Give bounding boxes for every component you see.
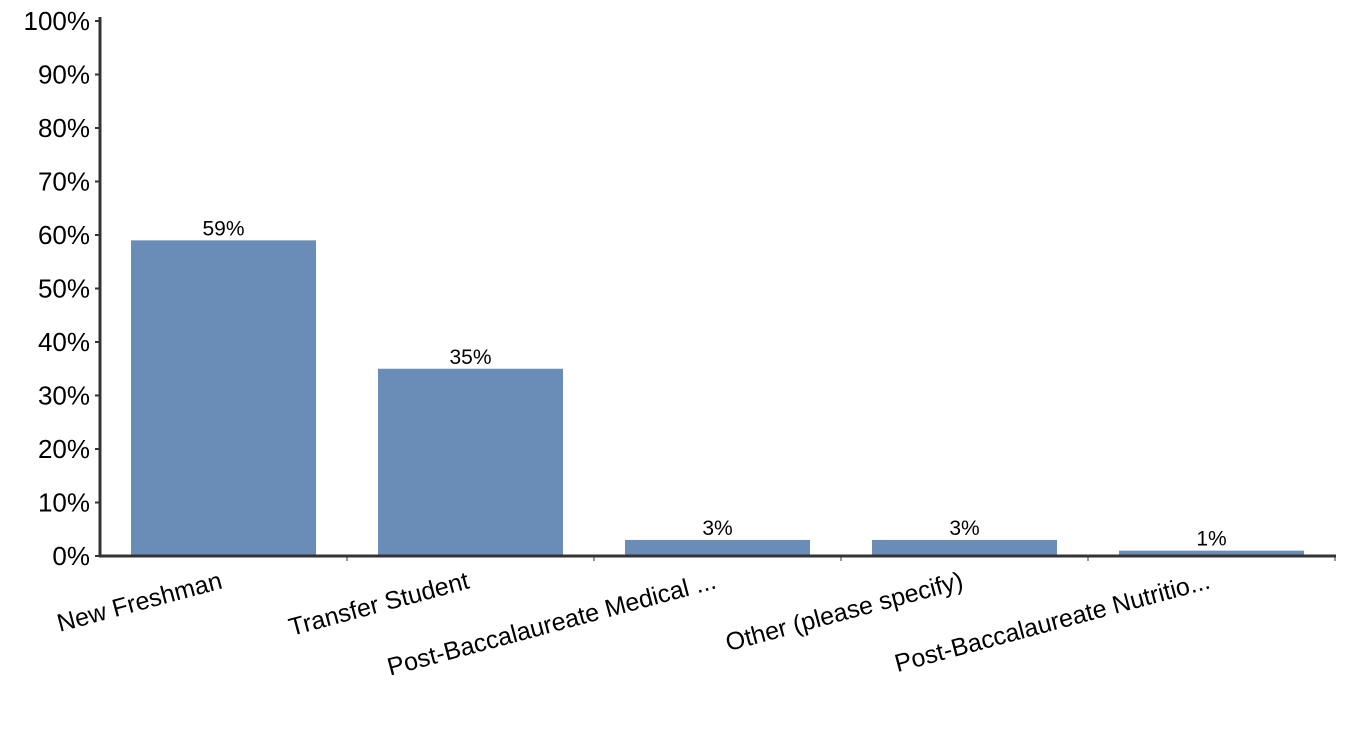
- data-label: 59%: [202, 217, 244, 240]
- y-tick-label: 10%: [38, 488, 90, 518]
- data-label: 1%: [1196, 528, 1226, 551]
- bar: [378, 368, 563, 556]
- y-tick-label: 60%: [38, 220, 90, 250]
- y-tick-label: 90%: [38, 60, 90, 90]
- y-tick-label: 80%: [38, 113, 90, 143]
- bar: [872, 539, 1057, 556]
- y-axis-ticks: 0% 10% 20% 30% 40% 50% 60% 70% 80% 90% 100%: [24, 6, 100, 571]
- y-tick-label: 70%: [38, 167, 90, 197]
- bars: [131, 240, 1304, 556]
- bar: [131, 240, 316, 556]
- x-tick-label: Transfer Student: [286, 567, 472, 642]
- y-tick-label: 0%: [52, 541, 90, 571]
- y-tick-label: 100%: [24, 6, 91, 36]
- y-tick-label: 20%: [38, 434, 90, 464]
- axes: [98, 17, 1336, 558]
- bar: [625, 539, 810, 556]
- x-tick-label: New Freshman: [54, 567, 225, 638]
- y-tick-label: 30%: [38, 381, 90, 411]
- data-label: 3%: [949, 517, 979, 540]
- data-label: 3%: [702, 517, 732, 540]
- bar: [1119, 550, 1304, 556]
- x-axis-labels: New Freshman Transfer StudentPost-Baccala…: [54, 556, 1336, 682]
- y-tick-label: 50%: [38, 274, 90, 304]
- data-labels: 59% 35% 3% 3% 1%: [202, 217, 1226, 550]
- y-tick-label: 40%: [38, 327, 90, 357]
- data-label: 35%: [449, 346, 491, 369]
